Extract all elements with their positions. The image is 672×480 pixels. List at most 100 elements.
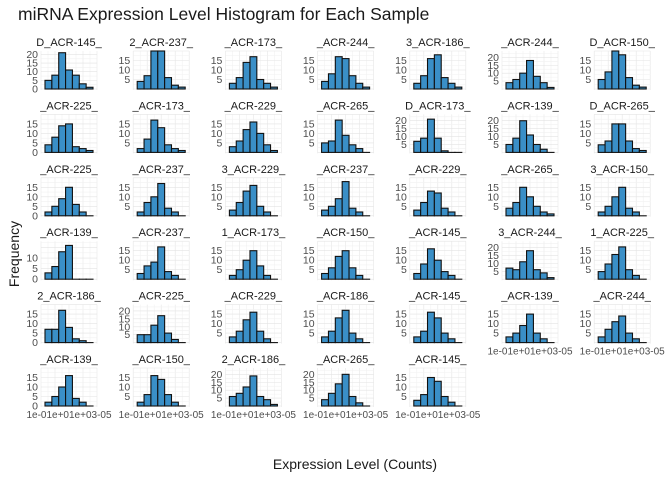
histogram-bar <box>426 311 435 344</box>
y-tick-label: 10 <box>26 253 38 265</box>
x-tick-label: 1e-01e+01e+03-05 <box>26 410 112 421</box>
y-tick-label: 5 <box>32 391 38 403</box>
histogram-bar <box>228 82 237 90</box>
y-tick-label: 10 <box>487 318 499 330</box>
histogram-bar <box>539 148 548 153</box>
y-tick-label: 15 <box>395 55 407 67</box>
histogram-bar <box>44 328 53 344</box>
histogram-bar <box>505 143 514 153</box>
histogram-bar <box>334 317 343 344</box>
histogram-bar <box>256 205 265 217</box>
histogram-bar <box>348 75 357 90</box>
facet-strip-label: _ACR-145_ <box>408 227 467 239</box>
histogram-bar <box>228 395 237 407</box>
y-tick-label: 20 <box>26 49 38 61</box>
histogram-bar <box>58 309 67 344</box>
y-tick-label: 10 <box>303 318 315 330</box>
y-tick-label: 5 <box>217 137 223 149</box>
histogram-bar <box>242 61 251 90</box>
histogram-bar <box>539 338 548 344</box>
histogram-bar <box>618 123 627 153</box>
histogram-bar <box>433 380 442 407</box>
histogram-bar <box>604 205 613 217</box>
histogram-bar <box>413 272 422 280</box>
y-tick-label: 10 <box>211 255 223 267</box>
histogram-bar <box>78 211 87 217</box>
histogram-bar <box>143 138 152 153</box>
y-tick-label: 5 <box>493 76 499 88</box>
histogram-bar <box>136 211 145 217</box>
histogram-bar <box>58 52 67 90</box>
y-tick-label: 5 <box>493 328 499 340</box>
facet-strip-label: _ACR-139_ <box>39 354 98 366</box>
histogram-bar <box>164 144 173 153</box>
histogram-bar <box>228 274 237 280</box>
facet-strip-label: 1_ACR-225_ <box>590 227 654 239</box>
histogram-bar <box>447 211 456 217</box>
histogram-bar <box>618 246 627 280</box>
histogram-bar <box>65 186 73 217</box>
y-tick-label: 10 <box>580 318 592 330</box>
histogram-bar <box>426 118 435 153</box>
histogram-bar <box>334 56 343 90</box>
histogram-bar <box>618 54 627 90</box>
histogram-bar <box>242 129 251 153</box>
y-tick-label: 20 <box>487 115 499 127</box>
histogram-bar <box>327 267 336 280</box>
y-tick-label: 5 <box>585 264 591 276</box>
histogram-bar <box>631 211 640 217</box>
y-tick-label: 10 <box>303 65 315 77</box>
y-tick-label: 0 <box>32 274 38 286</box>
facet-strip-label: _ACR-139_ <box>39 227 98 239</box>
facet-strip-label: 2_ACR-237_ <box>129 37 193 49</box>
histogram-bar <box>625 207 634 217</box>
y-tick-label: 10 <box>303 128 315 140</box>
facet-strip-label: D_ACR-173_ <box>405 100 471 112</box>
y-tick-label: 20 <box>303 369 315 381</box>
histogram-bar <box>235 269 244 280</box>
histogram-bar <box>539 82 548 90</box>
histogram-bar <box>505 82 514 90</box>
histogram-bar <box>143 265 152 280</box>
histogram-bar <box>631 274 640 280</box>
facet-strip-label: _ACR-225_ <box>39 100 98 112</box>
y-tick-label: 0 <box>32 147 38 159</box>
y-tick-label: 10 <box>26 128 38 140</box>
histogram-bar <box>235 392 244 407</box>
histogram-bar <box>526 196 534 217</box>
histogram-bar <box>426 58 435 90</box>
y-tick-label: 10 <box>580 128 592 140</box>
histogram-bar <box>321 272 330 280</box>
histogram-bar <box>136 80 145 90</box>
histogram-bar <box>249 184 258 217</box>
y-tick-label: 5 <box>309 137 315 149</box>
y-tick-label: 5 <box>217 328 223 340</box>
y-tick-label: 5 <box>401 328 407 340</box>
x-tick-label: 1e-01e+01e+03-05 <box>395 410 481 421</box>
histogram-bar <box>71 146 80 153</box>
histogram-bar <box>440 271 449 280</box>
histogram-bar <box>426 248 435 280</box>
histogram-bar <box>71 397 80 407</box>
histogram-bar <box>85 149 94 153</box>
histogram-bar <box>321 142 330 153</box>
histogram-bar <box>170 401 179 407</box>
histogram-bar <box>65 69 73 90</box>
y-tick-label: 0 <box>32 401 38 413</box>
histogram-bar <box>58 198 67 217</box>
histogram-bar <box>618 315 627 344</box>
histogram-bar <box>625 140 634 153</box>
y-tick-label: 10 <box>487 68 499 80</box>
y-tick-label: 20 <box>119 305 131 317</box>
histogram-bar <box>150 261 159 280</box>
x-tick-label: 1e-01e+01e+03-05 <box>487 347 573 358</box>
histogram-bar <box>51 205 60 217</box>
histogram-bar <box>420 394 429 407</box>
histogram-bar <box>143 75 152 90</box>
y-tick-label: 15 <box>303 309 315 321</box>
facet-strip-label: _ACR-173_ <box>131 100 190 112</box>
y-tick-label: 10 <box>211 128 223 140</box>
facet-strip-label: 3_ACR-229_ <box>222 164 286 176</box>
y-tick-label: 15 <box>119 118 131 130</box>
y-tick-label: 5 <box>217 74 223 86</box>
